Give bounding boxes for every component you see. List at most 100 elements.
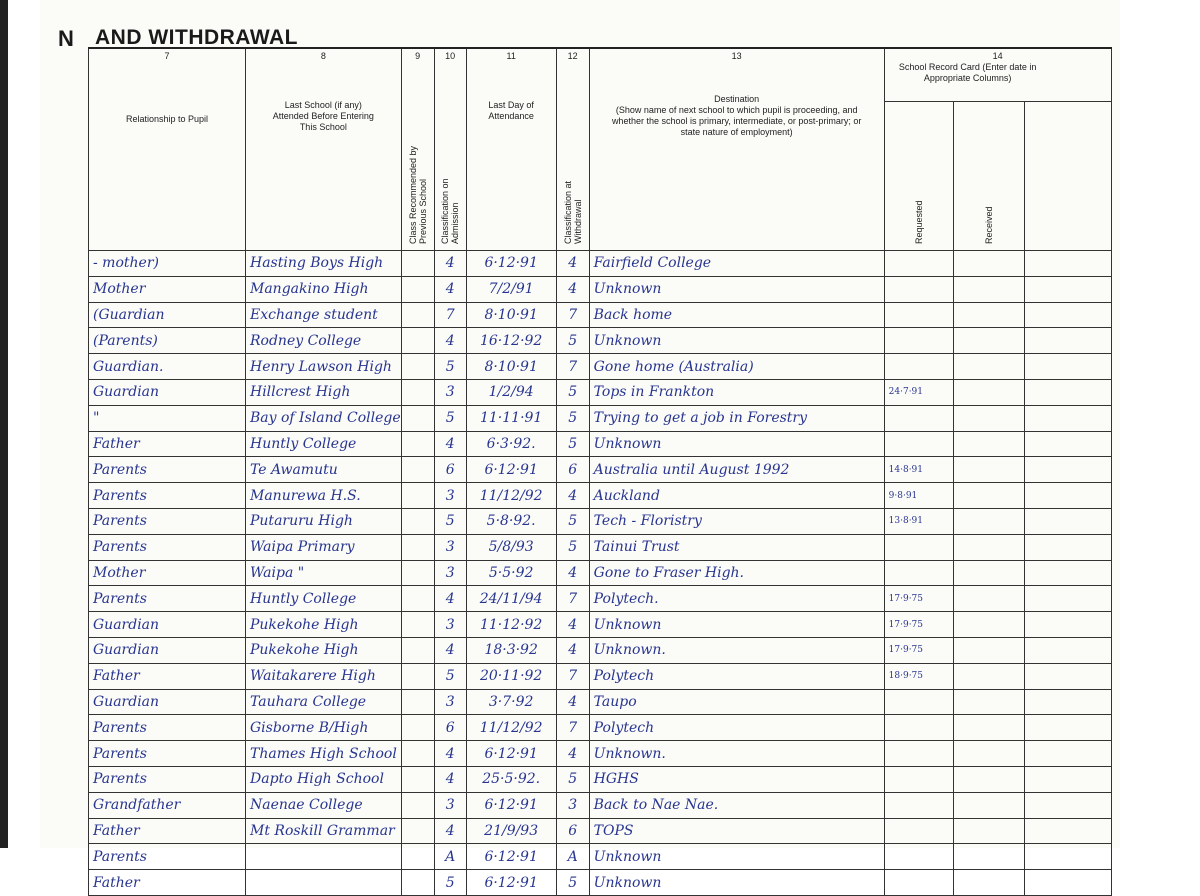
classification-admission-cell: 4: [433, 765, 467, 793]
record-received-cell: [952, 585, 1025, 613]
record-received-cell: [952, 662, 1025, 690]
record-received-cell: [952, 714, 1025, 742]
classification-admission-cell: 5: [433, 869, 467, 896]
classification-admission-cell: 4: [433, 740, 467, 767]
table-row: Parents Gisborne B/High 6 11/12/92 7 Polytech: [88, 714, 1112, 742]
classification-withdrawal-cell: 4: [555, 482, 590, 509]
relationship-cell: Father: [88, 430, 246, 458]
relationship-cell: Guardian: [88, 636, 246, 664]
destination-cell: Unknown.: [588, 740, 885, 767]
blank-cell: [1023, 688, 1112, 716]
record-received-cell: [952, 250, 1025, 277]
relationship-cell: Mother: [88, 559, 246, 587]
record-received-cell: [952, 765, 1025, 793]
blank-cell: [1023, 456, 1112, 484]
last-school-cell: Bay of Island College: [245, 404, 402, 432]
col-relationship-header: 7 Relationship to Pupil: [88, 47, 246, 251]
class-recommended-cell: [400, 559, 435, 587]
col-class-recommended-header: 9 Class Recommended by Previous School: [400, 47, 435, 251]
table-row: Parents Manurewa H.S. 3 11/12/92 4 Auckland 9·…: [88, 482, 1112, 509]
blank-cell: [1023, 250, 1112, 277]
table-row: Guardian Hillcrest High 3 1/2/94 5 Tops in Fr…: [88, 378, 1112, 406]
classification-withdrawal-cell: 5: [555, 765, 590, 793]
classification-withdrawal-cell: 5: [555, 507, 590, 535]
classification-admission-cell: 4: [433, 817, 467, 845]
blank-cell: [1023, 301, 1112, 329]
record-received-cell: [952, 482, 1025, 509]
blank-cell: [1023, 740, 1112, 767]
relationship-cell: Grandfather: [88, 791, 246, 819]
last-day-cell: 6·12·91: [465, 250, 557, 277]
class-recommended-cell: [400, 301, 435, 329]
classification-withdrawal-cell: 4: [555, 740, 590, 767]
destination-cell: Tainui Trust: [588, 533, 885, 561]
classification-admission-cell: 6: [433, 456, 467, 484]
classification-withdrawal-cell: 4: [555, 688, 590, 716]
last-day-cell: 1/2/94: [465, 378, 557, 406]
relationship-cell: (Guardian: [88, 301, 246, 329]
last-school-cell: Hasting Boys High: [245, 250, 402, 277]
last-day-cell: 3·7·92: [465, 688, 557, 716]
destination-cell: Back to Nae Nae.: [588, 791, 885, 819]
last-school-cell: Putaruru High: [245, 507, 402, 535]
classification-admission-cell: 3: [433, 611, 467, 638]
table-row: Guardian Tauhara College 3 3·7·92 4 Taupo: [88, 688, 1112, 716]
classification-admission-cell: 5: [433, 507, 467, 535]
destination-cell: Tops in Frankton: [588, 378, 885, 406]
classification-withdrawal-cell: 4: [555, 559, 590, 587]
classification-admission-cell: 3: [433, 688, 467, 716]
class-recommended-cell: [400, 507, 435, 535]
record-received-cell: [952, 404, 1025, 432]
last-school-cell: Naenae College: [245, 791, 402, 819]
classification-admission-cell: 3: [433, 378, 467, 406]
destination-cell: HGHS: [588, 765, 885, 793]
col-destination-header: 13 Destination (Show name of next school t…: [588, 47, 885, 251]
last-school-cell: Huntly College: [245, 585, 402, 613]
relationship-cell: Guardian.: [88, 353, 246, 380]
class-recommended-cell: [400, 636, 435, 664]
blank-cell: [1023, 765, 1112, 793]
col-classification-withdrawal-header: 12 Classification at Withdrawal: [555, 47, 590, 251]
relationship-cell: Parents: [88, 740, 246, 767]
record-received-cell: [952, 456, 1025, 484]
record-requested-cell: 17·9·75: [883, 636, 954, 664]
col-record-card-header: 14 School Record Card (Enter date in Appr…: [883, 47, 1112, 102]
col-last-day-header: 11 Last Day of Attendance: [465, 47, 557, 251]
classification-withdrawal-cell: 4: [555, 250, 590, 277]
classification-withdrawal-cell: 5: [555, 869, 590, 896]
record-received-cell: [952, 301, 1025, 329]
last-school-cell: [245, 869, 402, 896]
relationship-cell: Guardian: [88, 378, 246, 406]
record-received-cell: [952, 507, 1025, 535]
destination-cell: Polytech.: [588, 585, 885, 613]
classification-admission-cell: 5: [433, 404, 467, 432]
classification-admission-cell: 4: [433, 430, 467, 458]
destination-cell: Unknown.: [588, 636, 885, 664]
record-requested-cell: 24·7·91: [883, 378, 954, 406]
page-title: AND WITHDRAWAL: [95, 26, 298, 49]
last-school-cell: Pukekohe High: [245, 636, 402, 664]
record-requested-cell: [883, 430, 954, 458]
class-recommended-cell: [400, 430, 435, 458]
classification-withdrawal-cell: 5: [555, 327, 590, 355]
last-day-cell: 6·12·91: [465, 791, 557, 819]
classification-withdrawal-cell: 5: [555, 404, 590, 432]
col-received-header: Received: [952, 101, 1025, 251]
blank-cell: [1023, 662, 1112, 690]
relationship-cell: Guardian: [88, 688, 246, 716]
record-received-cell: [952, 791, 1025, 819]
record-requested-cell: [883, 404, 954, 432]
record-received-cell: [952, 353, 1025, 380]
classification-admission-cell: 5: [433, 353, 467, 380]
blank-cell: [1023, 714, 1112, 742]
last-school-cell: Gisborne B/High: [245, 714, 402, 742]
relationship-cell: Parents: [88, 714, 246, 742]
last-day-cell: 8·10·91: [465, 301, 557, 329]
last-day-cell: 18·3·92: [465, 636, 557, 664]
title-fragment: N: [58, 26, 74, 51]
last-day-cell: 11/12/92: [465, 714, 557, 742]
record-requested-cell: [883, 817, 954, 845]
classification-withdrawal-cell: 4: [555, 611, 590, 638]
table-row: Parents Thames High School 4 6·12·91 4 Unknow…: [88, 740, 1112, 767]
destination-cell: Gone home (Australia): [588, 353, 885, 380]
